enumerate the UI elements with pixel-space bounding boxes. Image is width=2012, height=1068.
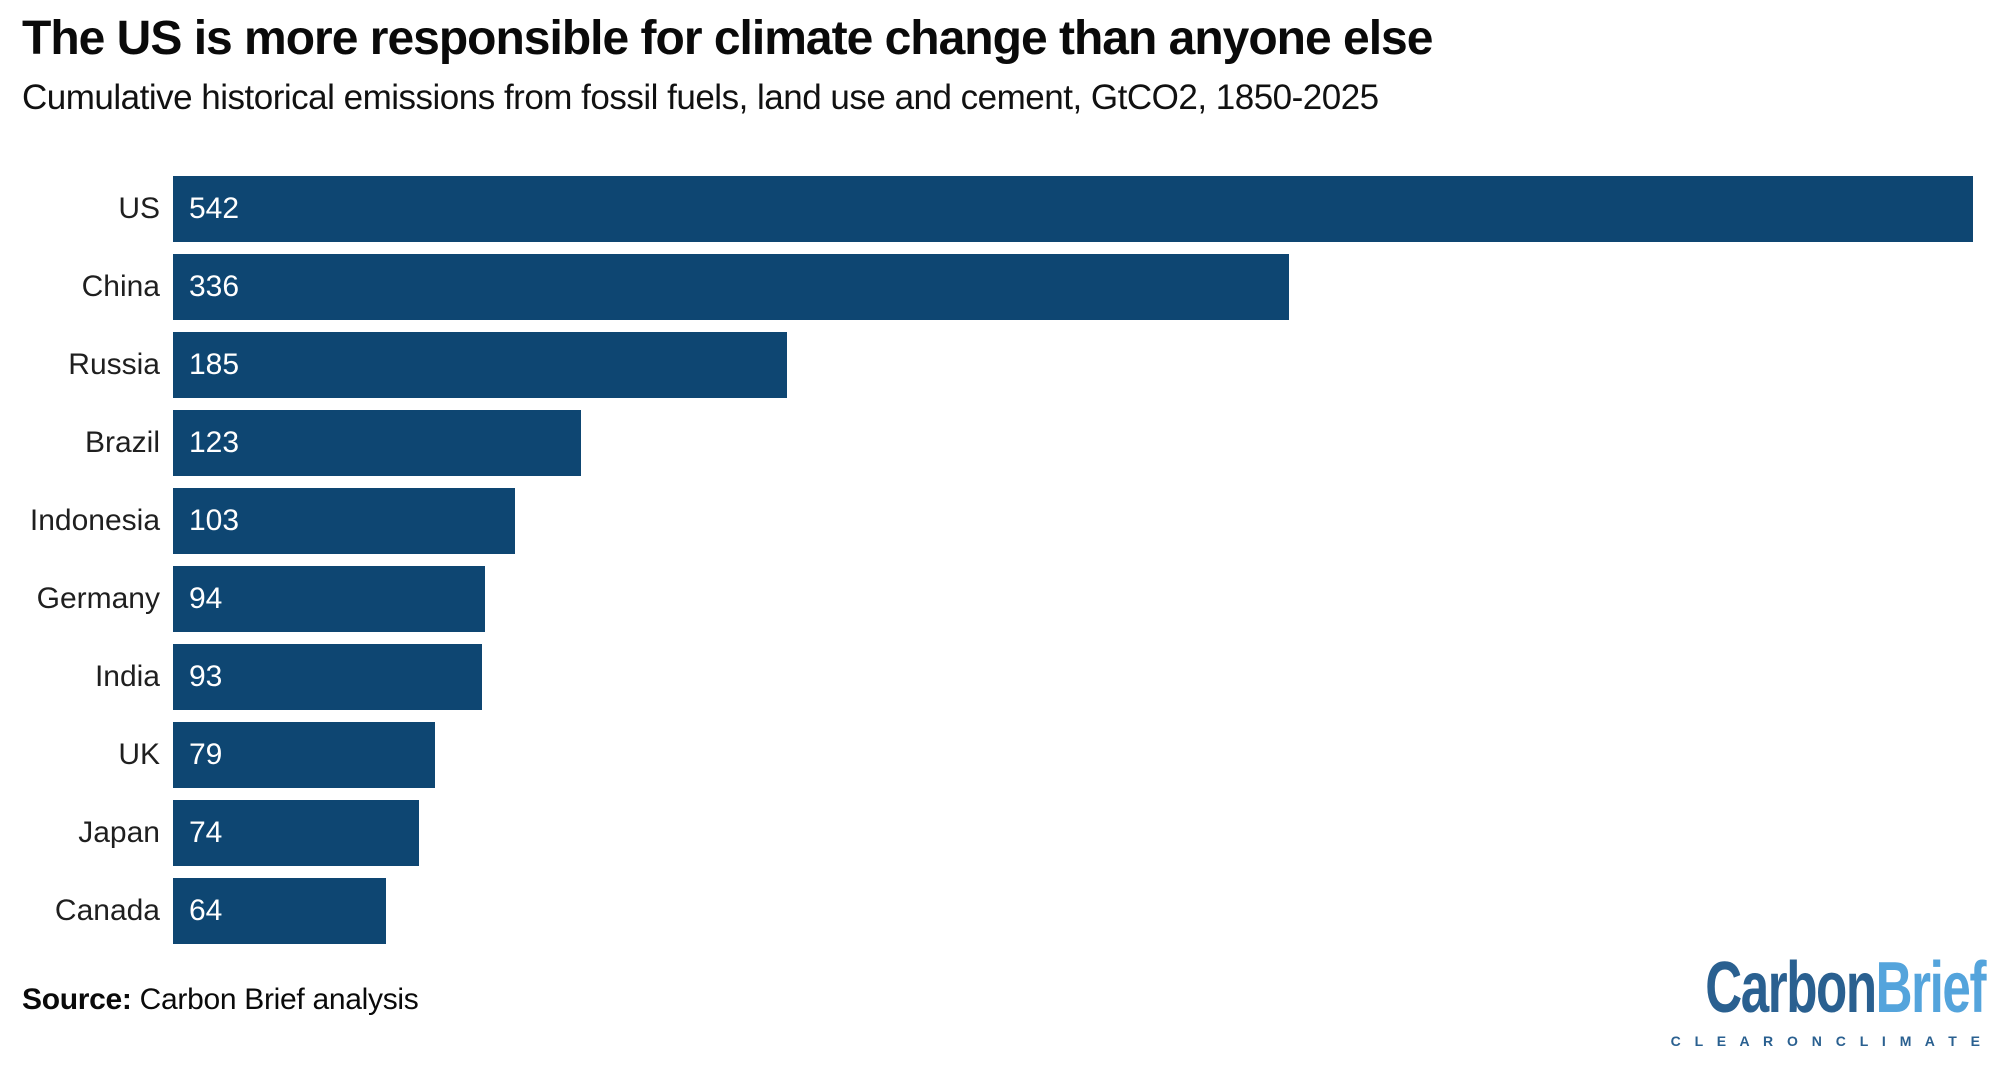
chart-title: The US is more responsible for climate c… — [22, 12, 1433, 65]
bar: 336 — [173, 254, 1289, 320]
chart-subtitle: Cumulative historical emissions from fos… — [22, 77, 1379, 117]
bar-row: India 93 — [0, 644, 2012, 710]
carbonbrief-logo: CarbonBrief C L E A R O N C L I M A T E — [1591, 952, 1987, 1049]
bar: 103 — [173, 488, 516, 554]
value-label: 79 — [189, 738, 223, 771]
bar-row: China 336 — [0, 254, 2012, 320]
bar-row: Japan 74 — [0, 800, 2012, 866]
logo-carbon-text: Carbon — [1705, 948, 1877, 1028]
logo-wordmark: CarbonBrief — [1705, 952, 1986, 1024]
bar: 185 — [173, 332, 788, 398]
bar-chart: US 542 China 336 Russia 185 Brazil 123 Indonesia… — [0, 176, 2012, 956]
bar: 123 — [173, 410, 582, 476]
bar-row: Russia 185 — [0, 332, 2012, 398]
value-label: 336 — [189, 270, 240, 303]
category-label: China — [81, 270, 160, 303]
logo-tagline: C L E A R O N C L I M A T E — [1670, 1033, 1985, 1049]
bar-row: Canada 64 — [0, 878, 2012, 944]
bar-row: Indonesia 103 — [0, 488, 2012, 554]
source-text: Carbon Brief analysis — [131, 983, 419, 1016]
logo-brief-text: Brief — [1875, 948, 1987, 1028]
bar: 94 — [173, 566, 486, 632]
bar-row: US 542 — [0, 176, 2012, 242]
source-label: Source: — [22, 983, 132, 1016]
value-label: 123 — [189, 426, 240, 459]
bar-row: Germany 94 — [0, 566, 2012, 632]
chart-header: The US is more responsible for climate c… — [22, 12, 1433, 118]
source-line: Source: Carbon Brief analysis — [22, 983, 419, 1017]
value-label: 93 — [189, 660, 223, 693]
bar: 93 — [173, 644, 482, 710]
bar-row: UK 79 — [0, 722, 2012, 788]
category-label: India — [94, 660, 160, 693]
category-label: Japan — [78, 816, 160, 849]
category-label: Germany — [36, 582, 160, 615]
value-label: 94 — [189, 582, 223, 615]
bar-row: Brazil 123 — [0, 410, 2012, 476]
category-label: UK — [118, 738, 160, 771]
category-label: Brazil — [84, 426, 160, 459]
value-label: 103 — [189, 504, 240, 537]
category-label: Russia — [68, 348, 160, 381]
value-label: 542 — [189, 192, 240, 225]
value-label: 64 — [189, 894, 223, 927]
bar: 64 — [173, 878, 386, 944]
bar: 542 — [173, 176, 1973, 242]
value-label: 185 — [189, 348, 240, 381]
bar: 74 — [173, 800, 419, 866]
value-label: 74 — [189, 816, 223, 849]
bar: 79 — [173, 722, 436, 788]
category-label: US — [118, 192, 160, 225]
category-label: Indonesia — [29, 504, 160, 537]
category-label: Canada — [54, 894, 160, 927]
